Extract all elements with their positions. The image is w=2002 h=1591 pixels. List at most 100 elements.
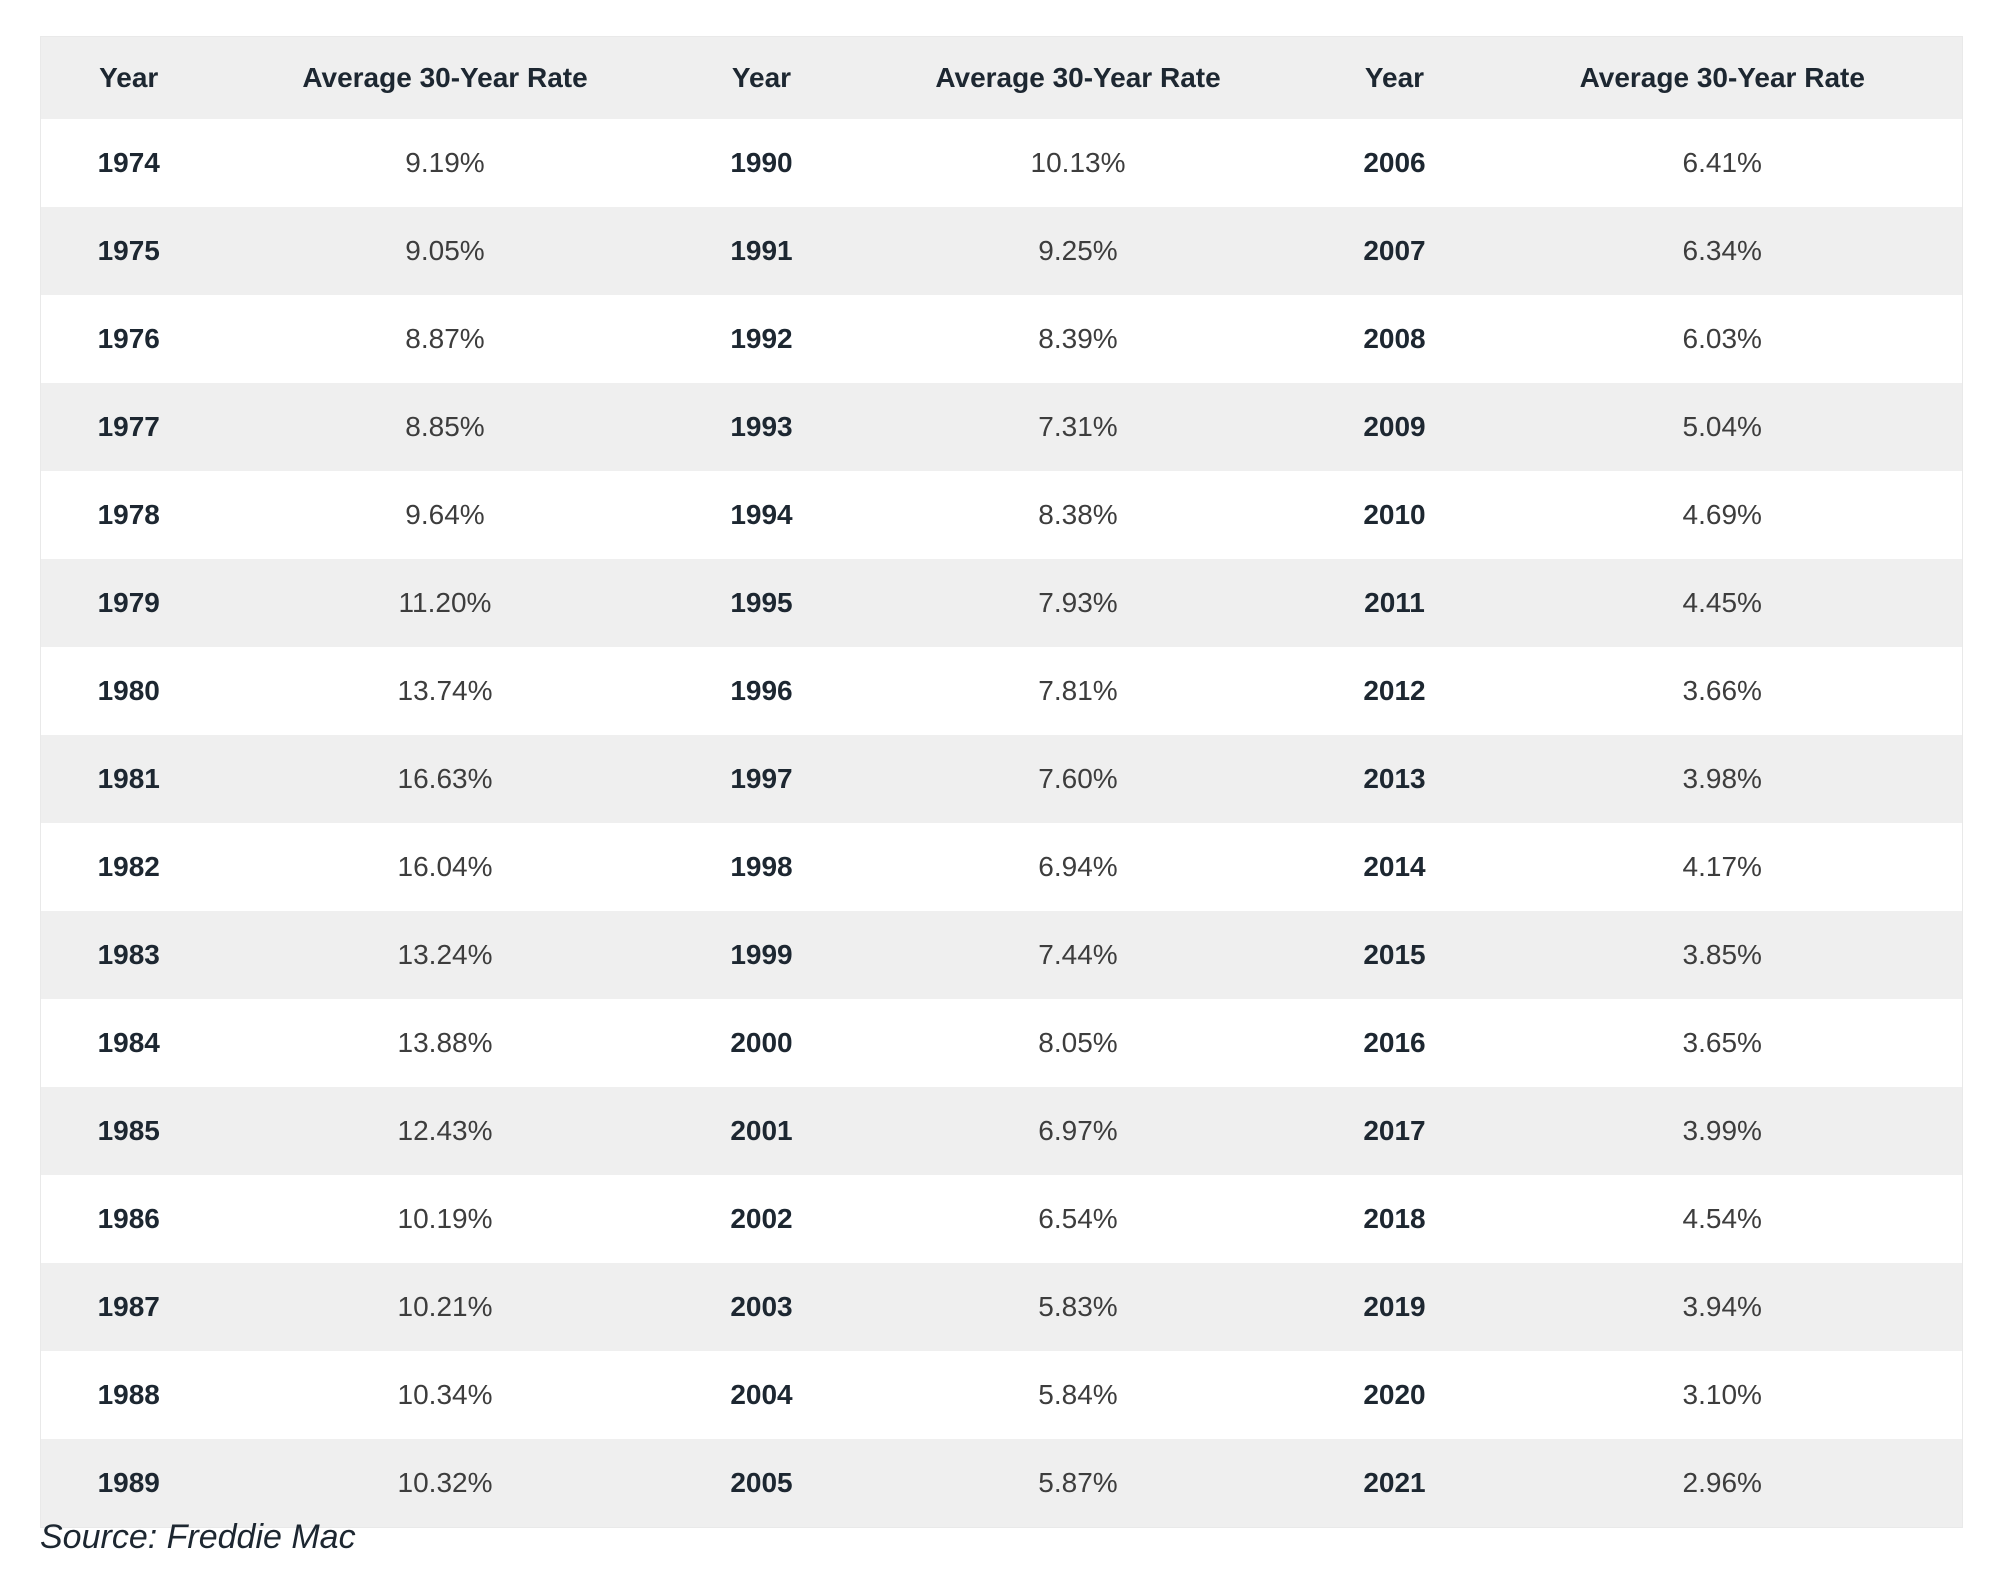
year-cell: 1999: [673, 911, 850, 999]
rate-cell: 8.87%: [216, 295, 674, 383]
year-header: Year: [673, 36, 850, 119]
rate-cell: 8.39%: [849, 295, 1307, 383]
rate-cell: 3.98%: [1482, 735, 1963, 823]
rate-cell: 16.04%: [216, 823, 674, 911]
year-cell: 2016: [1306, 999, 1483, 1087]
rate-cell: 13.24%: [216, 911, 674, 999]
year-cell: 2006: [1306, 119, 1483, 207]
table-row: 1981 16.63% 1997 7.60% 2013 3.98%: [40, 735, 1963, 823]
table-row: 1982 16.04% 1998 6.94% 2014 4.17%: [40, 823, 1963, 911]
year-cell: 1974: [40, 119, 217, 207]
rate-cell: 8.85%: [216, 383, 674, 471]
rate-cell: 4.45%: [1482, 559, 1963, 647]
year-cell: 2011: [1306, 559, 1483, 647]
rate-cell: 3.94%: [1482, 1263, 1963, 1351]
year-cell: 1989: [40, 1439, 217, 1528]
rate-header: Average 30-Year Rate: [216, 36, 674, 119]
source-note: Source: Freddie Mac: [40, 1518, 356, 1556]
year-cell: 2004: [673, 1351, 850, 1439]
rate-cell: 9.05%: [216, 207, 674, 295]
year-cell: 2003: [673, 1263, 850, 1351]
table-row: 1989 10.32% 2005 5.87% 2021 2.96%: [40, 1439, 1963, 1528]
year-cell: 2015: [1306, 911, 1483, 999]
year-cell: 2014: [1306, 823, 1483, 911]
rate-cell: 12.43%: [216, 1087, 674, 1175]
year-cell: 2010: [1306, 471, 1483, 559]
year-cell: 1981: [40, 735, 217, 823]
year-header: Year: [1306, 36, 1483, 119]
rate-cell: 7.81%: [849, 647, 1307, 735]
table-row: 1979 11.20% 1995 7.93% 2011 4.45%: [40, 559, 1963, 647]
year-cell: 2018: [1306, 1175, 1483, 1263]
rate-cell: 9.19%: [216, 119, 674, 207]
rate-cell: 2.96%: [1482, 1439, 1963, 1528]
rate-cell: 11.20%: [216, 559, 674, 647]
rate-cell: 5.84%: [849, 1351, 1307, 1439]
rate-cell: 4.17%: [1482, 823, 1963, 911]
rate-cell: 16.63%: [216, 735, 674, 823]
year-cell: 1982: [40, 823, 217, 911]
rate-cell: 9.25%: [849, 207, 1307, 295]
year-cell: 2000: [673, 999, 850, 1087]
rate-cell: 6.34%: [1482, 207, 1963, 295]
rate-header: Average 30-Year Rate: [1482, 36, 1963, 119]
year-cell: 1984: [40, 999, 217, 1087]
year-cell: 1985: [40, 1087, 217, 1175]
year-cell: 2007: [1306, 207, 1483, 295]
table-row: 1987 10.21% 2003 5.83% 2019 3.94%: [40, 1263, 1963, 1351]
rate-cell: 3.85%: [1482, 911, 1963, 999]
table-row: 1988 10.34% 2004 5.84% 2020 3.10%: [40, 1351, 1963, 1439]
rate-cell: 10.13%: [849, 119, 1307, 207]
rate-cell: 5.83%: [849, 1263, 1307, 1351]
year-cell: 2013: [1306, 735, 1483, 823]
header-row: Year Average 30-Year Rate Year Average 3…: [40, 36, 1963, 119]
year-cell: 1983: [40, 911, 217, 999]
rate-cell: 10.34%: [216, 1351, 674, 1439]
rate-cell: 3.99%: [1482, 1087, 1963, 1175]
year-cell: 2020: [1306, 1351, 1483, 1439]
table-row: 1977 8.85% 1993 7.31% 2009 5.04%: [40, 383, 1963, 471]
table-row: 1985 12.43% 2001 6.97% 2017 3.99%: [40, 1087, 1963, 1175]
table-row: 1980 13.74% 1996 7.81% 2012 3.66%: [40, 647, 1963, 735]
rate-cell: 7.44%: [849, 911, 1307, 999]
table-body: 1974 9.19% 1990 10.13% 2006 6.41% 1975 9.05% 199…: [40, 119, 1963, 1528]
year-cell: 1993: [673, 383, 850, 471]
year-cell: 2019: [1306, 1263, 1483, 1351]
table-header: Year Average 30-Year Rate Year Average 3…: [40, 36, 1963, 119]
rate-cell: 8.38%: [849, 471, 1307, 559]
year-cell: 2021: [1306, 1439, 1483, 1528]
year-cell: 1994: [673, 471, 850, 559]
rate-cell: 10.21%: [216, 1263, 674, 1351]
table-row: 1975 9.05% 1991 9.25% 2007 6.34%: [40, 207, 1963, 295]
year-cell: 1988: [40, 1351, 217, 1439]
table-row: 1986 10.19% 2002 6.54% 2018 4.54%: [40, 1175, 1963, 1263]
year-cell: 1975: [40, 207, 217, 295]
table-row: 1978 9.64% 1994 8.38% 2010 4.69%: [40, 471, 1963, 559]
year-cell: 1998: [673, 823, 850, 911]
year-cell: 1978: [40, 471, 217, 559]
year-cell: 1997: [673, 735, 850, 823]
rate-cell: 10.32%: [216, 1439, 674, 1528]
year-cell: 1986: [40, 1175, 217, 1263]
rate-cell: 10.19%: [216, 1175, 674, 1263]
rate-cell: 5.04%: [1482, 383, 1963, 471]
rate-cell: 7.60%: [849, 735, 1307, 823]
year-cell: 1980: [40, 647, 217, 735]
year-cell: 1991: [673, 207, 850, 295]
year-cell: 1995: [673, 559, 850, 647]
rate-cell: 4.69%: [1482, 471, 1963, 559]
rate-cell: 5.87%: [849, 1439, 1307, 1528]
rate-cell: 13.88%: [216, 999, 674, 1087]
rate-cell: 6.03%: [1482, 295, 1963, 383]
year-cell: 2001: [673, 1087, 850, 1175]
year-cell: 2008: [1306, 295, 1483, 383]
rate-cell: 6.41%: [1482, 119, 1963, 207]
rate-cell: 3.66%: [1482, 647, 1963, 735]
year-cell: 2009: [1306, 383, 1483, 471]
table-row: 1974 9.19% 1990 10.13% 2006 6.41%: [40, 119, 1963, 207]
rate-cell: 6.94%: [849, 823, 1307, 911]
year-cell: 2005: [673, 1439, 850, 1528]
year-cell: 1987: [40, 1263, 217, 1351]
year-header: Year: [40, 36, 217, 119]
